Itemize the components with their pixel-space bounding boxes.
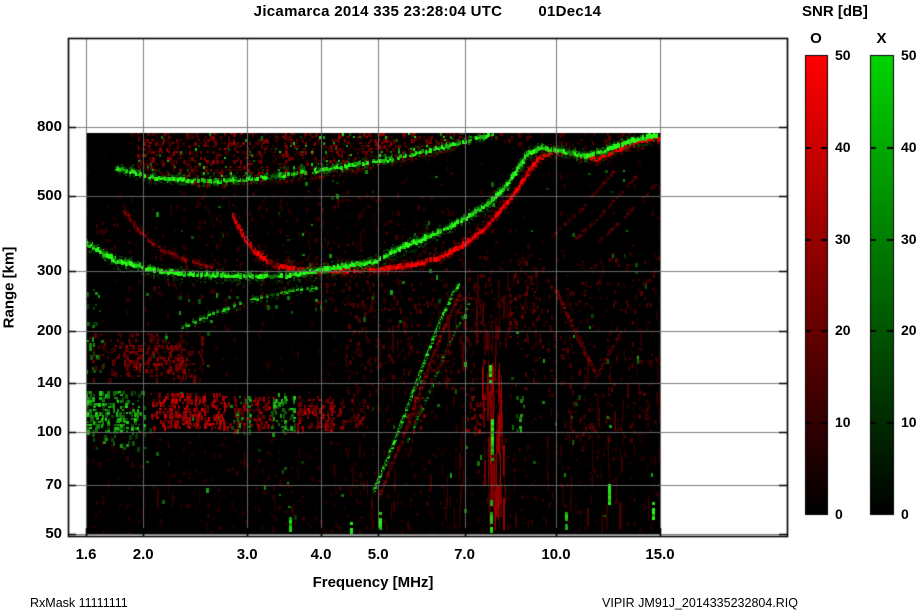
x-tick-label: 5.0 (367, 546, 389, 563)
y-tick-label: 140 (36, 373, 62, 391)
colorbar-title: SNR [dB] (802, 3, 868, 20)
colorbar-o-tick-label: 0 (835, 506, 843, 522)
colorbar-o-tick-label: 50 (835, 47, 851, 63)
y-axis-label: Range [km] (0, 246, 18, 329)
page-title: Jicamarca 2014 335 23:28:04 UTC 01Dec14 (68, 3, 787, 20)
x-tick-label: 1.6 (75, 546, 97, 563)
y-tick-label: 300 (36, 261, 62, 279)
colorbar-x-tick-label: 30 (901, 230, 917, 247)
colorbar-o-tick-label: 30 (835, 230, 851, 247)
x-axis-label: Frequency [MHz] (312, 574, 434, 591)
y-tick-label: 200 (36, 321, 62, 339)
colorbar-x-label: X (876, 30, 887, 47)
x-tick-label: 15.0 (645, 546, 675, 563)
y-tick-label: 100 (36, 423, 62, 441)
colorbar-x-tick-label: 0 (901, 506, 909, 522)
x-tick-label: 2.0 (132, 546, 154, 563)
title-date: 01Dec14 (538, 3, 602, 20)
title-text: Jicamarca 2014 335 23:28:04 UTC (253, 3, 503, 20)
y-tick-label: 70 (45, 475, 62, 493)
y-tick-label: 500 (36, 187, 62, 204)
colorbar-o-tick-label: 20 (835, 322, 851, 339)
colorbar-x-tick-label: 20 (901, 322, 917, 339)
colorbar-x-tick-label: 50 (901, 47, 917, 63)
footer-filename: VIPIR JM91J_2014335232804.RIQ (602, 596, 798, 610)
y-tick-label: 50 (45, 525, 62, 542)
x-tick-label: 7.0 (454, 546, 475, 563)
colorbar-o-label: O (810, 30, 822, 47)
colorbar-x-tick-label: 10 (901, 414, 917, 431)
x-tick-label: 3.0 (236, 546, 258, 563)
x-tick-label: 4.0 (310, 546, 332, 563)
x-tick-label: 10.0 (541, 546, 571, 563)
colorbar-x-tick-label: 40 (901, 138, 917, 155)
y-tick-label: 800 (36, 118, 62, 135)
colorbar-o-tick-label: 40 (835, 138, 851, 155)
colorbar-o-tick-label: 10 (835, 414, 851, 431)
footer-rxmask: RxMask 11111111 (30, 596, 128, 610)
